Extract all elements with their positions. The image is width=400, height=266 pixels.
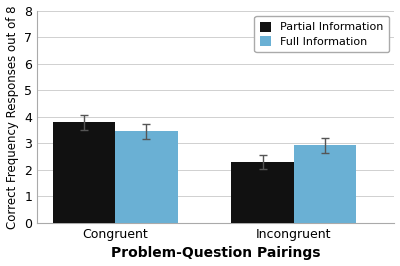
Bar [53,122,115,223]
Bar [115,131,178,223]
Y-axis label: Correct Frequency Responses out of 8: Correct Frequency Responses out of 8 [6,5,18,228]
Bar [231,162,294,223]
X-axis label: Problem-Question Pairings: Problem-Question Pairings [111,246,320,260]
Bar [294,146,356,223]
Legend: Partial Information, Full Information: Partial Information, Full Information [254,16,389,52]
